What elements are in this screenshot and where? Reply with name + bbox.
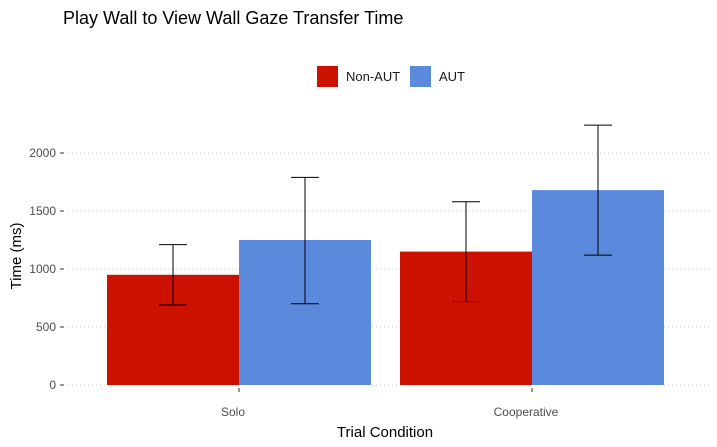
x-tick-label: Solo xyxy=(221,405,245,419)
legend: Non-AUT AUT xyxy=(317,66,465,87)
y-tick-label: 1500 xyxy=(29,204,56,218)
error-bars xyxy=(159,124,612,306)
y-axis-ticks: 0 500 1000 1500 2000 xyxy=(29,146,64,392)
chart-title: Play Wall to View Wall Gaze Transfer Tim… xyxy=(63,8,403,28)
x-tick-label: Cooperative xyxy=(494,405,559,419)
y-tick-label: 1000 xyxy=(29,262,56,276)
x-axis-title: Trial Condition xyxy=(337,424,433,441)
bars xyxy=(107,190,664,385)
legend-swatch-aut xyxy=(410,66,431,87)
legend-label-aut: AUT xyxy=(439,69,465,84)
x-axis-ticks: Solo Cooperative xyxy=(221,388,559,419)
y-tick-label: 500 xyxy=(36,320,56,334)
y-axis-title: Time (ms) xyxy=(8,223,25,290)
legend-label-non-aut: Non-AUT xyxy=(346,69,400,84)
y-tick-label: 0 xyxy=(49,378,56,392)
legend-swatch-non-aut xyxy=(317,66,338,87)
y-tick-label: 2000 xyxy=(29,146,56,160)
